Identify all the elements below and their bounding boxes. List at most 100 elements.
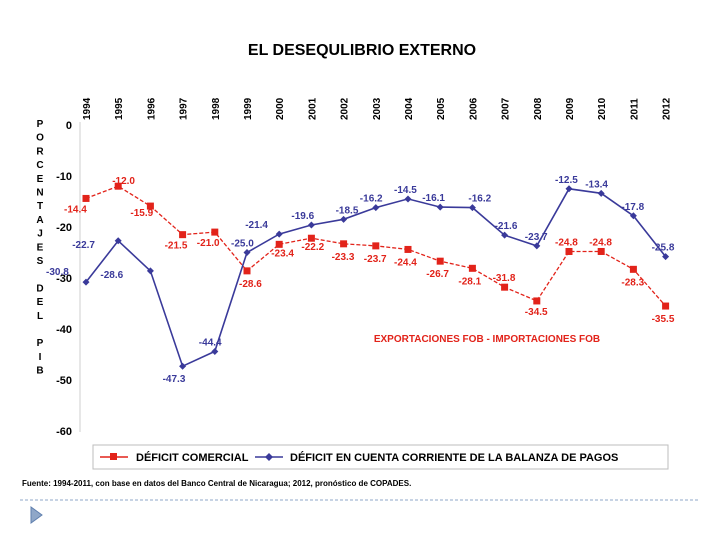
data-point-commercial	[662, 302, 670, 310]
source-note: Fuente: 1994-2011, con base en datos del…	[22, 479, 411, 488]
data-label-commercial: -21.5	[165, 241, 188, 252]
data-label-commercial: -28.3	[621, 277, 644, 288]
y-axis-label-letter: C	[36, 160, 43, 171]
annotation-exports-imports: EXPORTACIONES FOB - IMPORTACIONES FOB	[374, 334, 600, 345]
x-tick-label: 2006	[468, 97, 479, 120]
x-tick-label: 2008	[533, 97, 544, 120]
data-label-commercial: -24.4	[394, 257, 417, 268]
data-label-commercial: -31.8	[493, 273, 516, 284]
y-axis-label-letter: T	[37, 201, 43, 212]
x-tick-label: 2002	[340, 97, 351, 120]
data-point-commercial	[597, 247, 605, 255]
data-label-current-account: -16.2	[360, 194, 383, 205]
y-tick-label: 0	[66, 120, 72, 132]
y-axis-label-letter: E	[37, 174, 44, 185]
data-point-commercial	[565, 247, 573, 255]
data-label-commercial: -24.8	[589, 237, 612, 248]
data-label-current-account: -16.1	[422, 193, 445, 204]
data-point-current-account	[597, 189, 605, 197]
x-tick-label: 1995	[114, 97, 125, 120]
triangle-bullet-icon	[30, 506, 43, 524]
data-point-current-account	[179, 362, 187, 370]
data-point-commercial	[372, 242, 380, 250]
x-tick-label: 2004	[404, 97, 415, 120]
data-label-commercial: -28.6	[239, 279, 262, 290]
data-point-current-account	[436, 203, 444, 211]
data-label-commercial: -23.7	[364, 254, 387, 265]
y-axis-label-letter: N	[36, 188, 43, 199]
y-axis-label-letter: E	[37, 297, 44, 308]
data-label-current-account: -25.8	[652, 243, 675, 254]
data-label-commercial: -23.4	[271, 248, 294, 259]
data-point-commercial	[436, 257, 444, 265]
chart-title: EL DESEQULIBRIO EXTERNO	[248, 42, 476, 59]
x-tick-label: 2012	[662, 97, 673, 120]
data-label-commercial: -35.5	[652, 314, 675, 325]
y-axis-label-letter: J	[37, 229, 43, 240]
legend: DÉFICIT COMERCIAL DÉFICIT EN CUENTA CORR…	[92, 444, 669, 470]
legend-box	[92, 444, 669, 470]
data-point-current-account	[533, 242, 541, 250]
data-label-commercial: -12.0	[112, 176, 135, 187]
data-label-commercial: -28.1	[458, 276, 481, 287]
legend-label-commercial: DÉFICIT COMERCIAL	[136, 451, 249, 464]
data-label-commercial: -23.3	[332, 252, 355, 263]
y-tick-label: -20	[56, 222, 72, 234]
x-tick-label: 1998	[211, 97, 222, 120]
x-tick-label: 1997	[179, 97, 190, 120]
data-point-current-account	[114, 237, 122, 245]
data-point-current-account	[307, 221, 315, 229]
data-label-commercial: -15.9	[130, 208, 153, 219]
data-point-current-account	[372, 204, 380, 212]
data-label-current-account: -21.4	[245, 220, 268, 231]
data-label-current-account: -30.8	[46, 267, 69, 278]
data-point-commercial	[307, 234, 315, 242]
x-tick-label: 2005	[436, 97, 447, 120]
x-tick-label: 2003	[372, 97, 383, 120]
x-tick-label: 1996	[146, 97, 157, 120]
y-tick-labels: 0 -10 -20 -30 -40 -50 -60	[56, 120, 72, 438]
x-tick-labels: 1994 1995 1996 1997 1998 1999 2000 2001 2002 2003…	[82, 97, 673, 120]
y-tick-label: -30	[56, 273, 72, 285]
data-point-commercial	[243, 267, 251, 275]
y-tick-label: -60	[56, 426, 72, 438]
legend-swatch-marker-red	[110, 453, 117, 460]
data-point-commercial	[533, 297, 541, 305]
data-point-current-account	[565, 185, 573, 193]
data-point-commercial	[114, 182, 122, 190]
data-label-current-account: -12.5	[555, 175, 578, 186]
legend-label-current-account: DÉFICIT EN CUENTA CORRIENTE DE LA BALANZ…	[290, 451, 618, 464]
legend-swatch-marker-blue	[265, 453, 273, 461]
data-label-commercial: -34.5	[525, 307, 548, 318]
x-tick-label: 1994	[82, 97, 93, 120]
series-markers	[82, 182, 670, 370]
data-point-current-account	[404, 195, 412, 203]
x-tick-label: 2007	[501, 97, 512, 120]
y-axis-label-letter: E	[37, 242, 44, 253]
x-tick-label: 2001	[307, 97, 318, 120]
x-tick-label: 2009	[565, 97, 576, 120]
data-label-current-account: -21.6	[495, 221, 518, 232]
data-label-current-account: -13.4	[585, 179, 608, 190]
data-point-current-account	[243, 249, 251, 256]
y-axis-label-letter: S	[37, 256, 44, 267]
y-axis-label-letter: R	[36, 146, 44, 157]
y-tick-label: -10	[56, 171, 72, 183]
data-point-current-account	[275, 230, 283, 238]
data-label-current-account: -17.8	[621, 202, 644, 213]
data-label-commercial: -26.7	[426, 269, 449, 280]
data-point-commercial	[468, 264, 476, 272]
data-label-commercial: -21.0	[197, 238, 220, 249]
data-label-current-account: -44.4	[199, 337, 222, 348]
data-point-commercial	[629, 265, 637, 273]
data-point-commercial	[82, 194, 90, 202]
data-point-current-account	[211, 347, 219, 355]
data-label-commercial: -22.2	[301, 242, 324, 253]
data-point-current-account	[82, 278, 90, 286]
data-label-current-account: -23.7	[525, 232, 548, 243]
data-label-commercial: -14.4	[64, 204, 87, 215]
data-point-current-account	[501, 231, 509, 239]
data-point-commercial	[179, 231, 187, 239]
y-axis-label-letter: B	[36, 366, 43, 377]
